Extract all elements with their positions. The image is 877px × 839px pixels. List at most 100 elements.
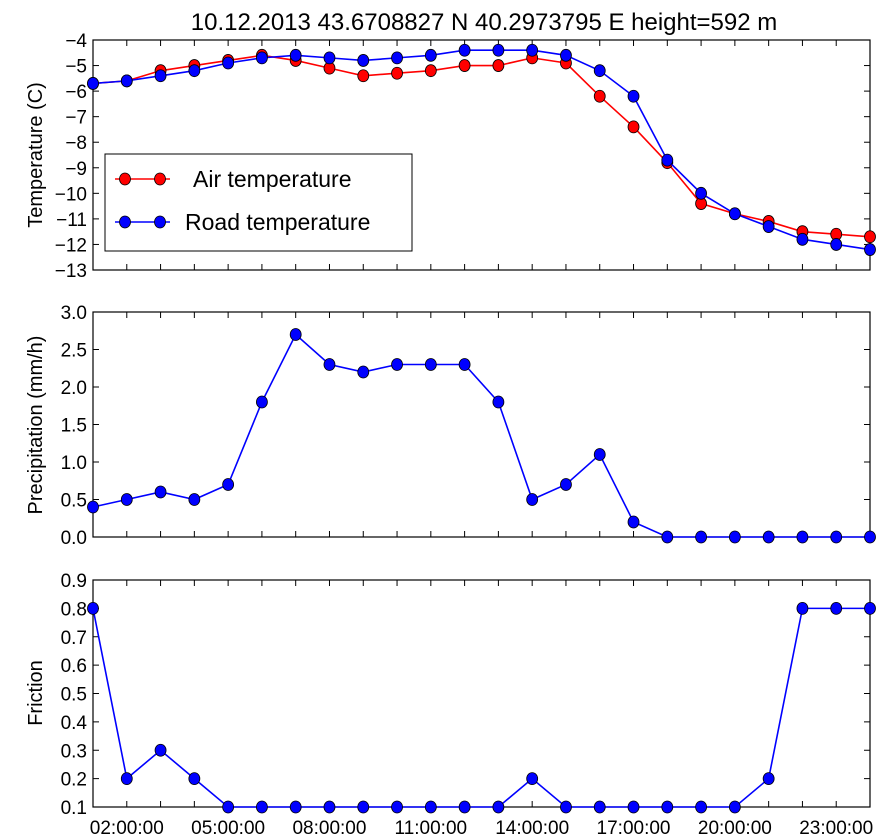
legend-marker [119, 172, 131, 186]
data-point [627, 515, 640, 529]
data-point [154, 743, 167, 757]
data-point [864, 530, 876, 544]
data-point [560, 800, 572, 814]
y-tick-label: 0.7 [61, 628, 87, 649]
data-point [120, 493, 133, 506]
y-tick-label: −7 [65, 108, 87, 129]
axes-frame [92, 579, 871, 808]
y-tick-label: 0.3 [61, 741, 87, 762]
data-point [627, 120, 640, 134]
data-point [256, 395, 268, 409]
y-tick-label: 3.0 [61, 303, 87, 324]
x-tick-label: 17:00:00 [597, 818, 671, 839]
data-point [728, 530, 741, 544]
y-tick-label: −8 [65, 133, 87, 154]
data-point [458, 358, 471, 371]
data-point [526, 772, 539, 786]
data-point [188, 772, 201, 786]
y-tick-label: 0.1 [61, 798, 87, 819]
series-line [87, 601, 876, 814]
y-axis-label: Temperature (C) [25, 82, 47, 228]
y-tick-label: 1.5 [61, 416, 87, 437]
legend-marker [154, 215, 166, 229]
data-point [188, 64, 201, 78]
data-point [120, 772, 133, 786]
data-point [289, 48, 302, 62]
data-point [289, 800, 302, 814]
data-point [188, 493, 201, 506]
y-tick-label: 0.2 [61, 770, 87, 791]
y-tick-label: 0.9 [61, 571, 87, 592]
data-point [796, 601, 809, 615]
legend-label: Road temperature [185, 209, 370, 235]
y-tick-label: −10 [55, 184, 87, 205]
data-point [526, 493, 539, 506]
data-point [864, 230, 876, 244]
data-point [424, 800, 437, 814]
data-point [87, 601, 99, 615]
y-tick-label: 2.0 [61, 378, 87, 399]
data-point [796, 530, 809, 544]
y-axis-label: Precipitation (mm/h) [25, 336, 47, 515]
data-point [458, 800, 471, 814]
data-point [256, 800, 268, 814]
data-point [695, 800, 707, 814]
series-line [92, 333, 870, 538]
data-point [560, 478, 572, 491]
data-point [222, 800, 235, 814]
data-point [492, 395, 505, 409]
panel-2: 0.0 0.5 1.0 1.5 2.0 2.5 3.0 Precipitation (mm/h… [25, 303, 876, 549]
y-tick-label: −9 [65, 159, 87, 180]
data-point [120, 74, 133, 88]
data-point [593, 89, 606, 103]
x-tick-label: 23:00:00 [799, 818, 873, 839]
data-point [391, 66, 403, 80]
data-point [458, 43, 471, 57]
data-point [492, 59, 505, 72]
y-tick-label: −5 [65, 57, 87, 78]
series-road-temperature [87, 43, 876, 256]
axes-frame [92, 311, 871, 538]
data-point [357, 800, 370, 814]
panel-1: −4 −5 −6 −7 −8 −9 −10 −11 −12 −13 Temperature (C) A… [25, 31, 876, 282]
data-point [526, 43, 539, 57]
data-point [424, 358, 437, 371]
y-tick-label: 0.8 [61, 599, 87, 620]
data-point [830, 530, 843, 544]
data-point [627, 89, 640, 103]
data-point [864, 243, 876, 256]
data-point [357, 69, 370, 83]
data-point [728, 800, 741, 814]
y-axis-label: Friction [25, 660, 47, 726]
data-point [154, 69, 167, 83]
data-point [593, 800, 606, 814]
y-tick-label: 0.5 [61, 491, 87, 512]
axes-frame [92, 39, 871, 271]
data-point [222, 56, 235, 70]
data-point [256, 51, 268, 65]
data-point [289, 328, 302, 341]
data-point [154, 485, 167, 499]
data-point [560, 48, 572, 62]
data-point [323, 800, 336, 814]
x-tick-label: 05:00:00 [191, 818, 265, 839]
data-point [357, 365, 370, 379]
data-point [458, 59, 471, 72]
y-tick-label: 0.4 [61, 713, 88, 734]
x-tick-label: 08:00:00 [292, 818, 366, 839]
y-tick-label: 1.0 [61, 453, 87, 474]
data-point [593, 64, 606, 78]
y-tick-label: 0.6 [61, 656, 87, 677]
data-point [323, 358, 336, 371]
data-point [87, 500, 99, 514]
data-point [762, 530, 775, 544]
legend-label: Air temperature [193, 166, 352, 192]
y-tick-label: −13 [55, 261, 87, 282]
data-point [323, 51, 336, 65]
series-line [92, 607, 870, 808]
panel-3: 0.1 0.2 0.3 0.4 0.5 0.6 0.7 0.8 0.9 02:00:00 05:00… [25, 571, 876, 839]
x-tick-label: 14:00:00 [495, 818, 569, 839]
data-point [391, 800, 403, 814]
y-tick-label: −12 [55, 235, 87, 256]
